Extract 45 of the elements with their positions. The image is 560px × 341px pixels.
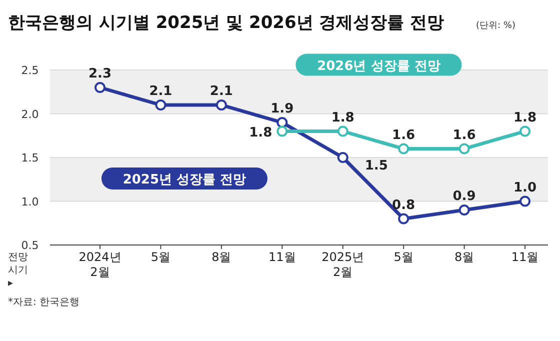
x-axis-title: 전망 시기 ▸: [8, 252, 28, 289]
x-tick-label: 2025년 2월: [322, 250, 364, 279]
point: [337, 152, 348, 163]
data-label: 0.9: [452, 189, 476, 204]
data-label: 1.6: [392, 128, 416, 143]
data-label: 1.6: [452, 128, 476, 143]
data-label: 1.0: [513, 180, 537, 196]
point: [398, 143, 410, 154]
data-label: 1.9: [270, 102, 294, 116]
chart-title: 한국은행의 시기별 2025년 및 2026년 경제성장률 전망: [8, 13, 444, 33]
point: [458, 204, 470, 216]
point: [155, 100, 166, 110]
y-tick-label: 0.5: [21, 239, 39, 252]
data-label: 2.1: [210, 84, 233, 99]
data-label: 2.1: [149, 84, 172, 99]
chart-subtitle: (단위: %): [476, 21, 516, 31]
point: [520, 126, 530, 137]
text: 2025년 성장률 전망: [122, 172, 246, 188]
x-tick-label: 5월: [394, 250, 414, 264]
x-tick-label: 11월: [268, 250, 296, 264]
data-label: 1.8: [513, 110, 537, 126]
x-tick-label: 8월: [212, 250, 232, 264]
point: [216, 100, 227, 110]
text: 2026년 성장률 전망: [317, 58, 440, 74]
data-label: 2.3: [88, 66, 112, 82]
y-tick-label: 1.0: [21, 195, 39, 208]
point: [458, 143, 470, 154]
text: *자료: 한국은행: [8, 297, 80, 308]
point: [337, 126, 348, 137]
data-label: 1.5: [364, 158, 388, 174]
x-tick-label: 11월: [511, 250, 539, 264]
point: [520, 196, 530, 207]
point: [94, 82, 106, 93]
data-label: 1.8: [249, 125, 272, 140]
x-tick-label: 8월: [454, 250, 474, 264]
point: [398, 213, 410, 224]
data-label: 1.8: [331, 110, 354, 126]
point: [276, 117, 288, 128]
data-label: 0.8: [392, 198, 416, 213]
x-tick-label: 2024년 2월: [78, 250, 122, 279]
x-tick-label: 5월: [150, 250, 171, 264]
point: [276, 126, 288, 137]
y-tick-label: 2.5: [21, 64, 39, 77]
y-tick-label: 1.5: [21, 152, 39, 164]
y-tick-label: 2.0: [21, 108, 39, 121]
